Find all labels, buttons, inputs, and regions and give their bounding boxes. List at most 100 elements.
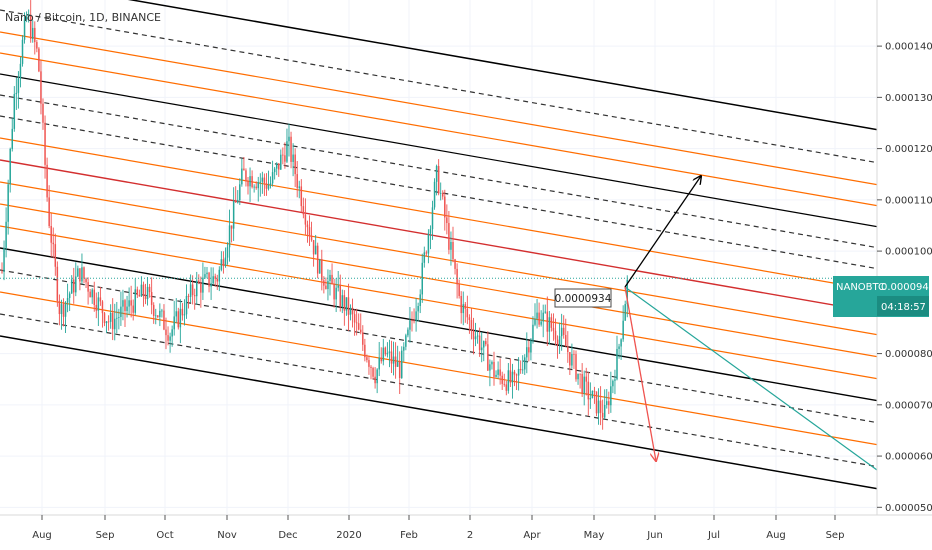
candle-up [175, 311, 177, 317]
candle-down [198, 280, 200, 283]
candle-up [7, 184, 9, 222]
candle-up [560, 327, 563, 337]
candle-down [353, 314, 356, 323]
candle-down [370, 366, 372, 368]
candle-down [458, 284, 460, 297]
candle-up [606, 401, 608, 406]
candle-up [210, 283, 212, 287]
candle-down [73, 279, 75, 293]
candle-up [204, 274, 206, 278]
candle-down [390, 351, 393, 364]
candle-down [296, 174, 298, 188]
candle-down [466, 308, 469, 318]
candle-up [189, 284, 192, 297]
candle-up [314, 245, 317, 255]
candle-up [610, 386, 612, 406]
channel-line-dashed [0, 313, 877, 468]
candle-up [292, 154, 294, 162]
candle-up [319, 259, 321, 274]
channel-line [0, 73, 877, 228]
channel-line-upper [127, 0, 877, 131]
candle-up [524, 357, 526, 370]
candle-up [624, 304, 626, 321]
time-tick-label: Sep [96, 530, 115, 541]
price-tick-label: 0.0000500 [885, 503, 932, 514]
candle-down [136, 289, 139, 295]
price-annotation: 0.0000934 [554, 288, 612, 308]
candle-up [183, 314, 186, 316]
time-axis[interactable]: Aug Sep Oct Nov Dec 2020 Feb 2 Apr May Jun Jul Aug Se… [32, 515, 844, 541]
candle-up [345, 297, 348, 311]
candle-up [286, 141, 288, 162]
candle-down [187, 295, 190, 297]
time-tick-label: Feb [400, 530, 418, 541]
projection-line [624, 286, 877, 471]
candle-down [593, 390, 596, 392]
candle-down [325, 285, 327, 290]
candle-down [245, 170, 247, 182]
channel-line-dashed [0, 269, 877, 424]
candle-down [444, 196, 446, 218]
candle-down [519, 368, 522, 371]
candle-down [62, 304, 65, 317]
candle-up [3, 247, 5, 272]
candle-down [394, 356, 397, 367]
fib-line [0, 31, 877, 186]
candle-down [360, 329, 362, 333]
candle-up [237, 200, 239, 203]
candle-down [83, 267, 85, 279]
candle-down [29, 15, 32, 39]
candle-down [152, 304, 155, 316]
candle-down [138, 294, 141, 297]
candle-up [409, 320, 411, 330]
candle-down [263, 177, 266, 184]
candle-down [509, 370, 512, 383]
plot-area[interactable] [0, 0, 877, 490]
candle-up [21, 39, 24, 64]
candle-up [589, 397, 592, 400]
candle-down [124, 300, 126, 312]
candle-down [357, 323, 360, 330]
candle-up [25, 16, 28, 20]
candle-up [337, 285, 339, 288]
candle-up [497, 369, 499, 375]
candle-up [419, 294, 421, 307]
candle-up [159, 310, 161, 317]
candle-up [614, 379, 616, 381]
candle-up [349, 307, 352, 315]
fib-line [0, 181, 877, 336]
candle-down [40, 71, 42, 104]
candle-down [130, 300, 132, 306]
candle-down [103, 313, 106, 324]
candle-down [312, 240, 315, 255]
candle-down [505, 384, 508, 391]
candle-up [597, 400, 600, 414]
candle-up [622, 320, 624, 340]
candle-up [64, 302, 67, 317]
candle-down [425, 252, 428, 254]
candle-down [284, 155, 286, 162]
candle-down [222, 259, 225, 267]
candle-up [173, 316, 175, 330]
candle-down [282, 154, 284, 156]
candle-down [552, 327, 555, 331]
candle-up [273, 168, 276, 173]
candle-up [105, 321, 108, 324]
countdown-box [877, 296, 929, 316]
candle-up [185, 295, 188, 315]
candle-down [372, 367, 374, 377]
candle-down [362, 332, 364, 345]
candle-up [11, 128, 13, 149]
candle-up [77, 268, 79, 277]
bullish-target-arrow [624, 176, 701, 288]
candle-up [476, 335, 479, 337]
candle-up [341, 295, 344, 307]
candle-up [146, 286, 149, 300]
chart-header: Nano / Bitcoin, 1D, BINANCE [5, 11, 161, 24]
